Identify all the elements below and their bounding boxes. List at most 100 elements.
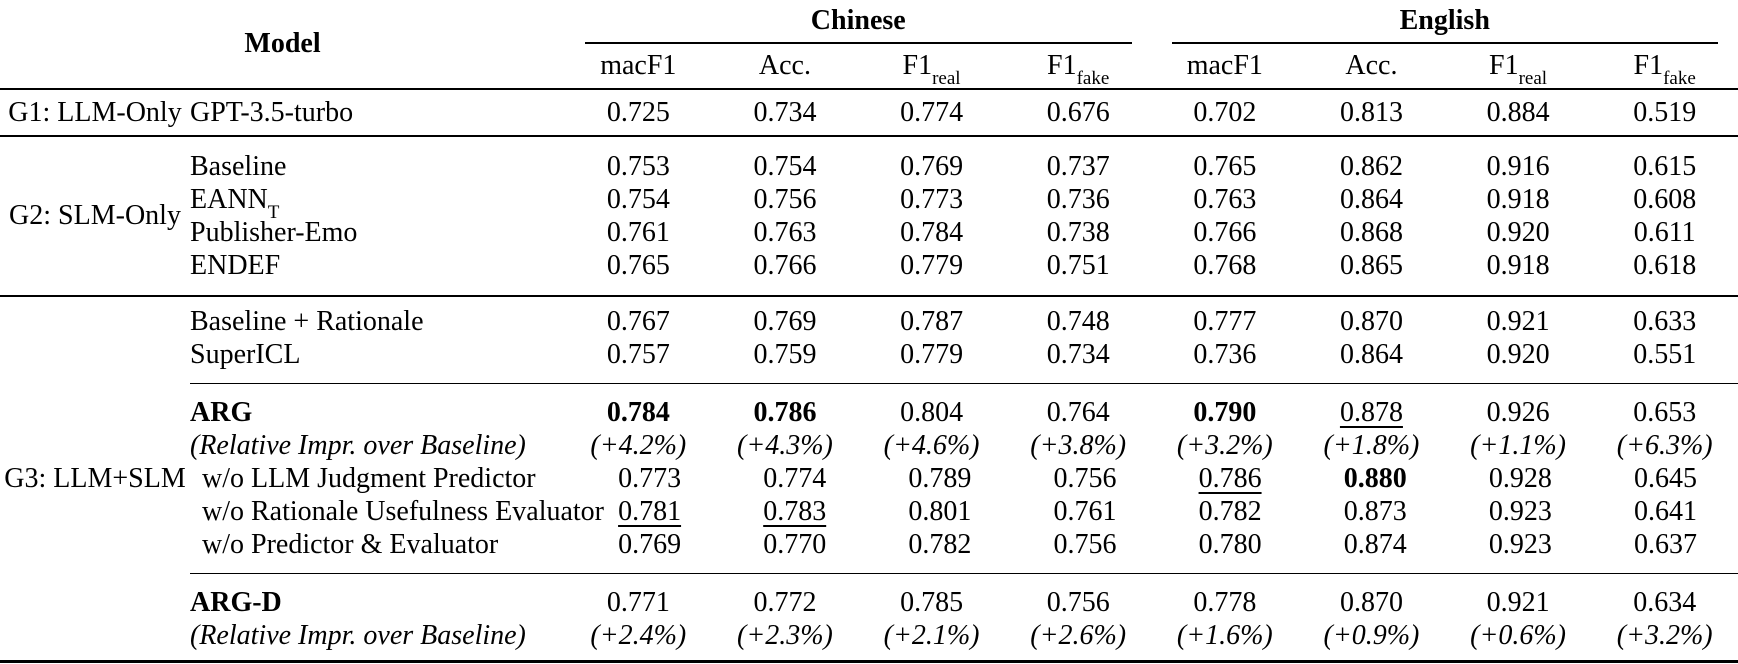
model-name: GPT-3.5-turbo	[190, 96, 354, 128]
row-baseline: Baseline 0.753 0.754 0.769 0.737 0.765 0…	[190, 150, 1738, 183]
value-cell: 0.868	[1339, 216, 1403, 248]
value-cell: 0.615	[1633, 150, 1697, 182]
group-label-g3: G3: LLM+SLM	[4, 462, 186, 494]
model-name: w/o Predictor & Evaluator	[202, 528, 499, 560]
value-cell: (+1.8%)	[1323, 429, 1420, 461]
model-name: ENDEF	[190, 249, 281, 281]
value-cell: 0.641	[1633, 495, 1697, 527]
value-cell: (+4.2%)	[590, 429, 687, 461]
value-cell: 0.769	[900, 150, 964, 182]
value-cell: 0.764	[1046, 396, 1110, 428]
table-header: Model Chinese macF1 Acc. F1real F1fake E…	[0, 0, 1738, 88]
value-cell: 0.772	[753, 586, 817, 618]
value-cell: 0.873	[1343, 495, 1407, 527]
value-cell: 0.756	[1046, 586, 1110, 618]
subgroup-separator-rule	[190, 383, 1738, 384]
model-name: Baseline	[190, 150, 287, 182]
model-name: w/o Rationale Usefulness Evaluator	[202, 495, 605, 527]
value-cell: 0.880	[1343, 462, 1407, 494]
value-cell: 0.611	[1633, 216, 1696, 248]
row-arg: ARG 0.784 0.786 0.804 0.764 0.790 0.878 …	[190, 396, 1738, 429]
row-wo-llm-judgment-predictor: w/o LLM Judgment Predictor 0.773 0.774 0…	[190, 462, 1738, 495]
model-name: EANNT	[190, 183, 280, 223]
value-cell: (+2.6%)	[1030, 619, 1127, 651]
value-cell: (+0.6%)	[1470, 619, 1566, 651]
group-g1-llm-only: G1: LLM-Only GPT-3.5-turbo 0.725 0.734 0…	[0, 90, 1738, 135]
value-cell: 0.921	[1486, 305, 1550, 337]
value-cell: 0.676	[1046, 96, 1110, 128]
english-group-header: English macF1 Acc. F1real F1fake	[1152, 0, 1738, 88]
value-cell: 0.761	[1053, 495, 1117, 527]
table-bottomrule	[0, 660, 1738, 663]
language-group-headers: Chinese macF1 Acc. F1real F1fake English…	[565, 0, 1738, 88]
value-cell: 0.765	[1193, 150, 1257, 182]
value-cell: 0.770	[763, 528, 827, 560]
value-cell: 0.786	[1198, 462, 1262, 494]
subgroup-arg: ARG 0.784 0.786 0.804 0.764 0.790 0.878 …	[190, 388, 1738, 569]
subgroup-combined: Baseline + Rationale 0.767 0.769 0.787 0…	[190, 297, 1738, 379]
value-cell: 0.763	[753, 216, 817, 248]
value-cell: 0.754	[753, 150, 817, 182]
value-cell: 0.920	[1486, 216, 1550, 248]
model-name: (Relative Impr. over Baseline)	[190, 619, 526, 651]
value-cell: 0.804	[900, 396, 964, 428]
value-cell: 0.768	[1193, 249, 1257, 281]
chinese-group-header: Chinese macF1 Acc. F1real F1fake	[565, 0, 1152, 88]
value-cell: 0.928	[1488, 462, 1552, 494]
value-cell: 0.767	[606, 305, 670, 337]
value-cell: 0.761	[606, 216, 670, 248]
value-cell: 0.769	[618, 528, 682, 560]
value-cell: 0.753	[606, 150, 670, 182]
value-cell: 0.756	[753, 183, 817, 215]
value-cell: 0.786	[753, 396, 817, 428]
value-cell: (+4.3%)	[737, 429, 833, 461]
value-cell: 0.751	[1046, 249, 1110, 281]
group-g2-slm-only: G2: SLM-Only Baseline 0.753 0.754 0.769 …	[0, 137, 1738, 295]
value-cell: 0.779	[900, 249, 964, 281]
row-arg-d-relative-improvement: (Relative Impr. over Baseline) (+2.4%) (…	[190, 619, 1738, 652]
group-g3-llm-slm: G3: LLM+SLM Baseline + Rationale 0.767 0…	[0, 297, 1738, 660]
value-cell: (+4.6%)	[883, 429, 980, 461]
group-separator-rule	[0, 135, 1738, 137]
value-cell: 0.782	[1198, 495, 1262, 527]
value-cell: 0.734	[1046, 338, 1110, 370]
value-cell: 0.921	[1486, 586, 1550, 618]
value-cell: 0.923	[1488, 495, 1552, 527]
value-cell: 0.637	[1633, 528, 1697, 560]
value-cell: 0.634	[1633, 586, 1697, 618]
model-name: w/o LLM Judgment Predictor	[202, 462, 536, 494]
model-name: SuperICL	[190, 338, 301, 370]
value-cell: 0.754	[606, 183, 670, 215]
value-cell: 0.777	[1193, 305, 1257, 337]
value-cell: 0.766	[1193, 216, 1257, 248]
value-cell: 0.781	[618, 495, 682, 527]
value-cell: (+3.2%)	[1616, 619, 1713, 651]
value-cell: 0.725	[606, 96, 670, 128]
value-cell: 0.783	[763, 495, 827, 527]
value-cell: 0.778	[1193, 586, 1257, 618]
value-cell: 0.774	[900, 96, 964, 128]
value-cell: 0.763	[1193, 183, 1257, 215]
value-cell: 0.780	[1198, 528, 1262, 560]
value-cell: 0.884	[1486, 96, 1550, 128]
model-column-header: Model	[244, 28, 321, 59]
header-midrule	[0, 88, 1738, 90]
value-cell: 0.864	[1339, 338, 1403, 370]
value-cell: 0.608	[1633, 183, 1697, 215]
value-cell: 0.878	[1339, 396, 1403, 428]
value-cell: 0.784	[900, 216, 964, 248]
value-cell: 0.769	[753, 305, 817, 337]
row-baseline-rationale: Baseline + Rationale 0.767 0.769 0.787 0…	[190, 305, 1738, 338]
value-cell: 0.734	[753, 96, 817, 128]
value-cell: (+1.6%)	[1176, 619, 1273, 651]
model-name: Baseline + Rationale	[190, 305, 424, 337]
value-cell: 0.756	[1053, 462, 1117, 494]
value-cell: 0.920	[1486, 338, 1550, 370]
row-eann-t: EANNT 0.754 0.756 0.773 0.736 0.763 0.86…	[190, 183, 1738, 223]
value-cell: 0.773	[900, 183, 964, 215]
value-cell: 0.864	[1339, 183, 1403, 215]
value-cell: 0.790	[1193, 396, 1257, 428]
value-cell: 0.813	[1339, 96, 1403, 128]
value-cell: 0.918	[1486, 183, 1550, 215]
chinese-cmidrule	[585, 42, 1132, 44]
